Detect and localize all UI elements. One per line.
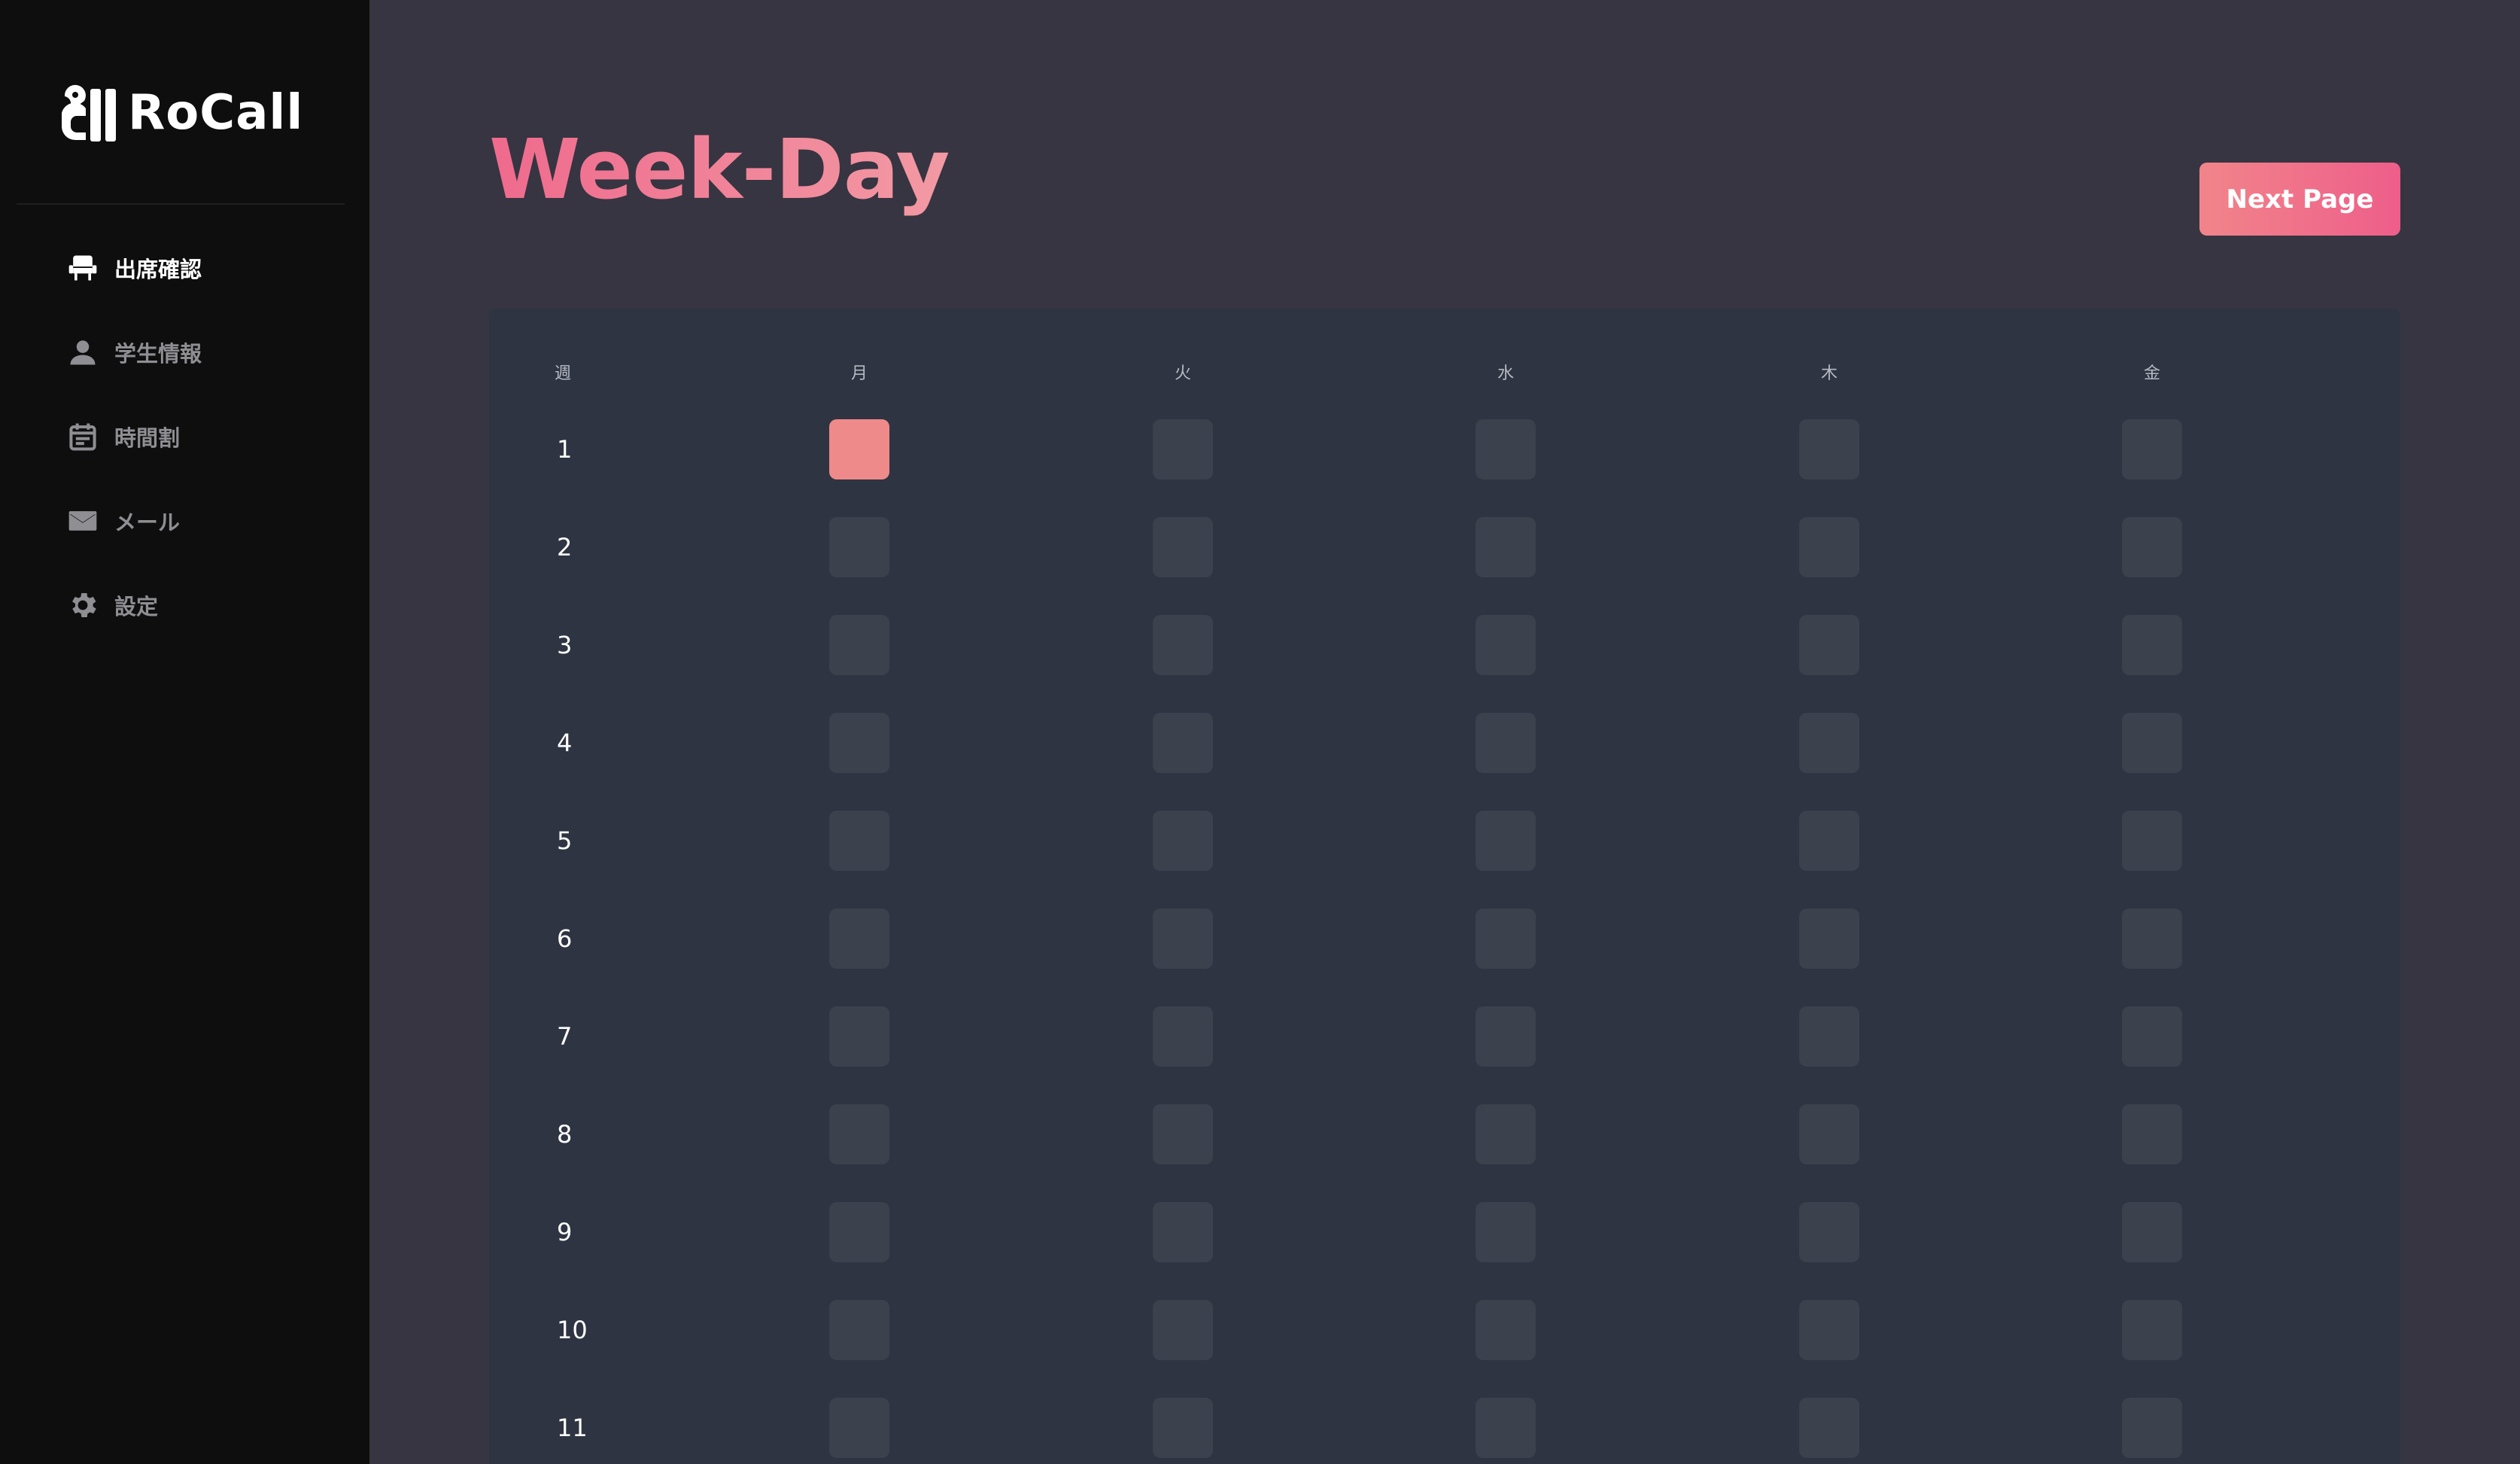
attendance-cell[interactable] bbox=[829, 517, 889, 577]
sidebar-item-label: 学生情報 bbox=[114, 341, 202, 367]
column-header-day: 木 bbox=[1820, 364, 1838, 383]
attendance-cell[interactable] bbox=[1153, 1398, 1213, 1458]
attendance-cell[interactable] bbox=[1476, 615, 1536, 675]
attendance-cell[interactable] bbox=[1153, 517, 1213, 577]
person-icon bbox=[66, 336, 99, 369]
sidebar-item-settings[interactable]: 設定 bbox=[66, 583, 158, 628]
attendance-cell[interactable] bbox=[2122, 419, 2182, 479]
attendance-cell[interactable] bbox=[1799, 909, 1859, 969]
week-row-label: 6 bbox=[557, 924, 573, 953]
attendance-cell[interactable] bbox=[2122, 1006, 2182, 1067]
brand-logo[interactable]: RoCall bbox=[59, 81, 303, 145]
column-header-day: 月 bbox=[850, 364, 868, 383]
week-row-label: 4 bbox=[557, 729, 573, 757]
brand-name: RoCall bbox=[128, 85, 304, 141]
sidebar-item-attendance[interactable]: 出席確認 bbox=[66, 245, 202, 291]
attendance-cell[interactable] bbox=[829, 1202, 889, 1262]
sidebar-item-label: メール bbox=[114, 510, 181, 535]
sidebar-item-label: 出席確認 bbox=[114, 257, 202, 282]
attendance-cell[interactable] bbox=[2122, 1398, 2182, 1458]
week-row-label: 1 bbox=[557, 435, 573, 464]
attendance-cell[interactable] bbox=[1153, 1104, 1213, 1164]
attendance-cell[interactable] bbox=[1476, 1104, 1536, 1164]
column-header-day: 水 bbox=[1497, 364, 1515, 383]
attendance-cell[interactable] bbox=[1799, 517, 1859, 577]
attendance-cell[interactable] bbox=[1476, 713, 1536, 773]
attendance-cell[interactable] bbox=[2122, 517, 2182, 577]
attendance-cell[interactable] bbox=[2122, 1202, 2182, 1262]
attendance-cell[interactable] bbox=[1153, 811, 1213, 871]
week-row-label: 10 bbox=[557, 1316, 588, 1344]
attendance-cell[interactable] bbox=[2122, 1300, 2182, 1360]
week-row-label: 9 bbox=[557, 1218, 573, 1246]
attendance-cell[interactable] bbox=[829, 419, 889, 479]
week-row-label: 3 bbox=[557, 631, 573, 659]
attendance-cell[interactable] bbox=[1799, 615, 1859, 675]
attendance-cell[interactable] bbox=[2122, 1104, 2182, 1164]
attendance-cell[interactable] bbox=[1153, 909, 1213, 969]
attendance-cell[interactable] bbox=[2122, 811, 2182, 871]
column-header-day: 火 bbox=[1174, 364, 1192, 383]
attendance-cell[interactable] bbox=[829, 1398, 889, 1458]
attendance-cell[interactable] bbox=[1799, 713, 1859, 773]
attendance-cell[interactable] bbox=[1799, 811, 1859, 871]
attendance-cell[interactable] bbox=[1476, 517, 1536, 577]
attendance-cell[interactable] bbox=[1476, 1006, 1536, 1067]
attendance-cell[interactable] bbox=[1476, 811, 1536, 871]
attendance-cell[interactable] bbox=[829, 615, 889, 675]
attendance-cell[interactable] bbox=[1799, 419, 1859, 479]
attendance-cell[interactable] bbox=[1476, 1202, 1536, 1262]
calendar-icon bbox=[66, 420, 99, 453]
week-row-label: 2 bbox=[557, 533, 573, 562]
sidebar-item-mail[interactable]: メール bbox=[66, 498, 180, 543]
sidebar-divider bbox=[17, 203, 345, 205]
attendance-cell[interactable] bbox=[829, 1300, 889, 1360]
attendance-cell[interactable] bbox=[1153, 419, 1213, 479]
attendance-cell[interactable] bbox=[829, 1006, 889, 1067]
attendance-cell[interactable] bbox=[1799, 1104, 1859, 1164]
attendance-cell[interactable] bbox=[1153, 713, 1213, 773]
week-row-label: 8 bbox=[557, 1120, 573, 1149]
page-title: Week-Day bbox=[489, 121, 950, 218]
week-row-label: 11 bbox=[557, 1414, 588, 1442]
sidebar-item-label: 設定 bbox=[114, 594, 159, 619]
attendance-cell[interactable] bbox=[2122, 909, 2182, 969]
sidebar-item-student-info[interactable]: 学生情報 bbox=[66, 330, 202, 375]
attendance-cell[interactable] bbox=[1153, 1202, 1213, 1262]
attendance-cell[interactable] bbox=[1799, 1398, 1859, 1458]
sidebar-item-timetable[interactable]: 時間割 bbox=[66, 414, 180, 459]
week-row-label: 5 bbox=[557, 826, 573, 855]
next-page-button[interactable]: Next Page bbox=[2199, 163, 2400, 236]
attendance-cell[interactable] bbox=[829, 1104, 889, 1164]
attendance-cell[interactable] bbox=[1476, 419, 1536, 479]
attendance-cell[interactable] bbox=[1476, 1300, 1536, 1360]
attendance-cell[interactable] bbox=[829, 713, 889, 773]
attendance-cell[interactable] bbox=[1153, 615, 1213, 675]
attendance-cell[interactable] bbox=[1153, 1006, 1213, 1067]
attendance-cell[interactable] bbox=[2122, 713, 2182, 773]
column-header-week: 週 bbox=[554, 364, 572, 383]
week-row-label: 7 bbox=[557, 1022, 573, 1051]
gear-icon bbox=[66, 589, 99, 622]
rocall-logo-icon bbox=[62, 84, 116, 142]
attendance-cell[interactable] bbox=[1476, 909, 1536, 969]
attendance-cell[interactable] bbox=[1799, 1202, 1859, 1262]
attendance-cell[interactable] bbox=[1476, 1398, 1536, 1458]
attendance-cell[interactable] bbox=[1153, 1300, 1213, 1360]
seat-icon bbox=[66, 251, 99, 285]
mail-icon bbox=[66, 504, 99, 537]
attendance-cell[interactable] bbox=[829, 811, 889, 871]
column-header-day: 金 bbox=[2143, 364, 2161, 383]
attendance-cell[interactable] bbox=[829, 909, 889, 969]
attendance-grid-panel bbox=[489, 309, 2400, 1464]
sidebar: RoCall 出席確認 bbox=[0, 0, 369, 1464]
attendance-cell[interactable] bbox=[1799, 1300, 1859, 1360]
sidebar-item-label: 時間割 bbox=[114, 425, 181, 451]
attendance-cell[interactable] bbox=[2122, 615, 2182, 675]
attendance-cell[interactable] bbox=[1799, 1006, 1859, 1067]
